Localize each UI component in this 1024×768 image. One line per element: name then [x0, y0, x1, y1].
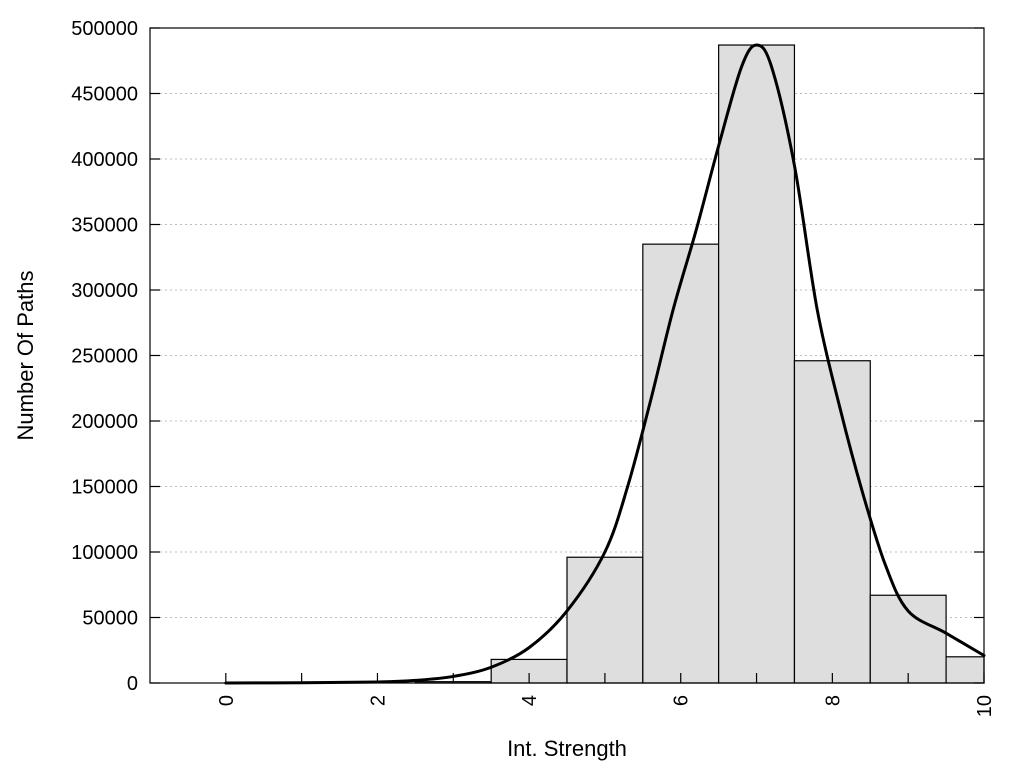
bar-7: [718, 44, 796, 684]
bar-6: [642, 243, 720, 684]
x-tick-label: 8: [822, 695, 844, 706]
x-tick-label: 2: [367, 695, 389, 706]
y-tick-label: 300000: [71, 280, 138, 302]
y-tick-label: 100000: [71, 542, 138, 564]
y-tick-label: 200000: [71, 411, 138, 433]
x-axis-ticks: 0 2 4 6 8 10: [216, 673, 996, 717]
x-tick-label: 4: [519, 695, 541, 706]
density-curve-line: [224, 43, 986, 685]
y-tick-label: 0: [127, 673, 138, 695]
bar-10: [945, 656, 985, 684]
y-tick-label: 350000: [71, 215, 138, 237]
y-tick-label: 50000: [82, 608, 138, 630]
y-tick-label: 250000: [71, 346, 138, 368]
x-tick-label: 0: [216, 695, 238, 706]
y-tick-label: 450000: [71, 84, 138, 106]
y-tick-label: 150000: [71, 477, 138, 499]
y-tick-label: 400000: [71, 149, 138, 171]
density-curve: [224, 43, 986, 685]
x-tick-label: 10: [974, 695, 996, 717]
x-axis-label: Int. Strength: [507, 736, 627, 761]
bar-8: [793, 360, 871, 684]
y-axis-label: Number Of Paths: [13, 271, 38, 441]
x-tick-label: 6: [671, 695, 693, 706]
bar-5: [566, 556, 644, 684]
bars: [414, 44, 985, 684]
y-axis-ticks: 0 50000 100000 150000 200000 250000 300000 3500…: [71, 18, 984, 695]
y-tick-label: 500000: [71, 18, 138, 40]
bar-9: [869, 594, 947, 684]
